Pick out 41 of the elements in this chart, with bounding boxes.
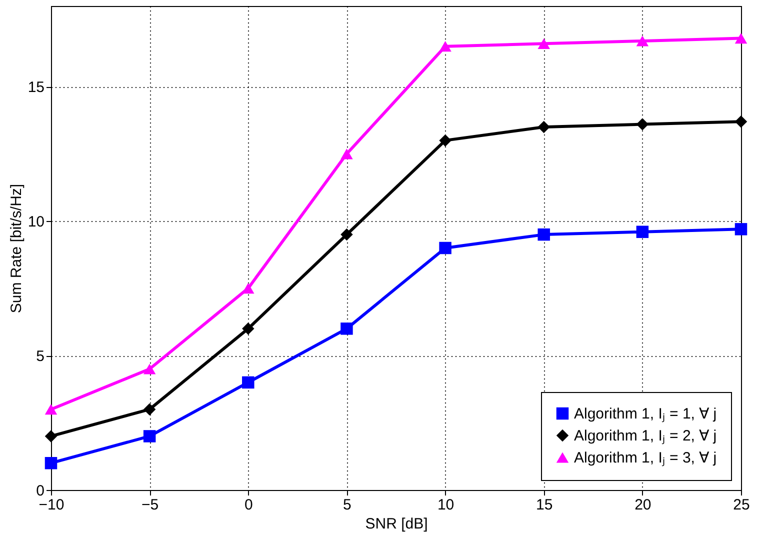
point xyxy=(734,116,748,128)
y-tick-label: 15 xyxy=(28,79,44,96)
point xyxy=(636,36,649,46)
legend-label: Algorithm 1, Iⱼ = 2, ∀ j xyxy=(574,428,717,444)
point xyxy=(143,364,156,374)
x-tick-label: 20 xyxy=(634,496,652,514)
point xyxy=(143,403,156,416)
y-axis-title: Sum Rate [bit/s/Hz] xyxy=(8,184,25,314)
point xyxy=(44,456,58,470)
x-axis-title: SNR [dB] xyxy=(365,516,428,532)
point xyxy=(538,38,550,49)
point xyxy=(439,134,452,147)
point xyxy=(734,223,748,236)
point xyxy=(439,242,452,254)
x-tick-label: 25 xyxy=(733,496,750,514)
x-tick-label: 0 xyxy=(244,496,253,514)
legend-label: Algorithm 1, Iⱼ = 1, ∀ j xyxy=(574,406,717,422)
y-tick-label: 10 xyxy=(28,214,44,231)
point xyxy=(439,41,452,52)
x-tick-label: 15 xyxy=(536,496,553,514)
x-tick-label: −10 xyxy=(38,496,64,514)
point xyxy=(636,118,649,130)
point xyxy=(340,148,353,160)
point xyxy=(538,120,550,134)
point xyxy=(538,228,550,241)
point xyxy=(242,322,254,335)
point xyxy=(242,376,254,389)
point xyxy=(734,32,748,44)
point xyxy=(340,228,353,241)
point xyxy=(242,283,254,294)
point xyxy=(143,430,156,442)
x-tick-label: 10 xyxy=(437,496,454,514)
point xyxy=(44,430,58,442)
point xyxy=(340,322,353,335)
x-tick-label: 5 xyxy=(343,496,352,514)
point xyxy=(44,404,58,415)
y-tick-label: 0 xyxy=(36,482,44,500)
legend-label: Algorithm 1, Iⱼ = 3, ∀ j xyxy=(574,450,717,466)
point xyxy=(636,226,649,238)
x-tick-label: −5 xyxy=(142,496,159,514)
y-tick-label: 5 xyxy=(36,348,44,366)
